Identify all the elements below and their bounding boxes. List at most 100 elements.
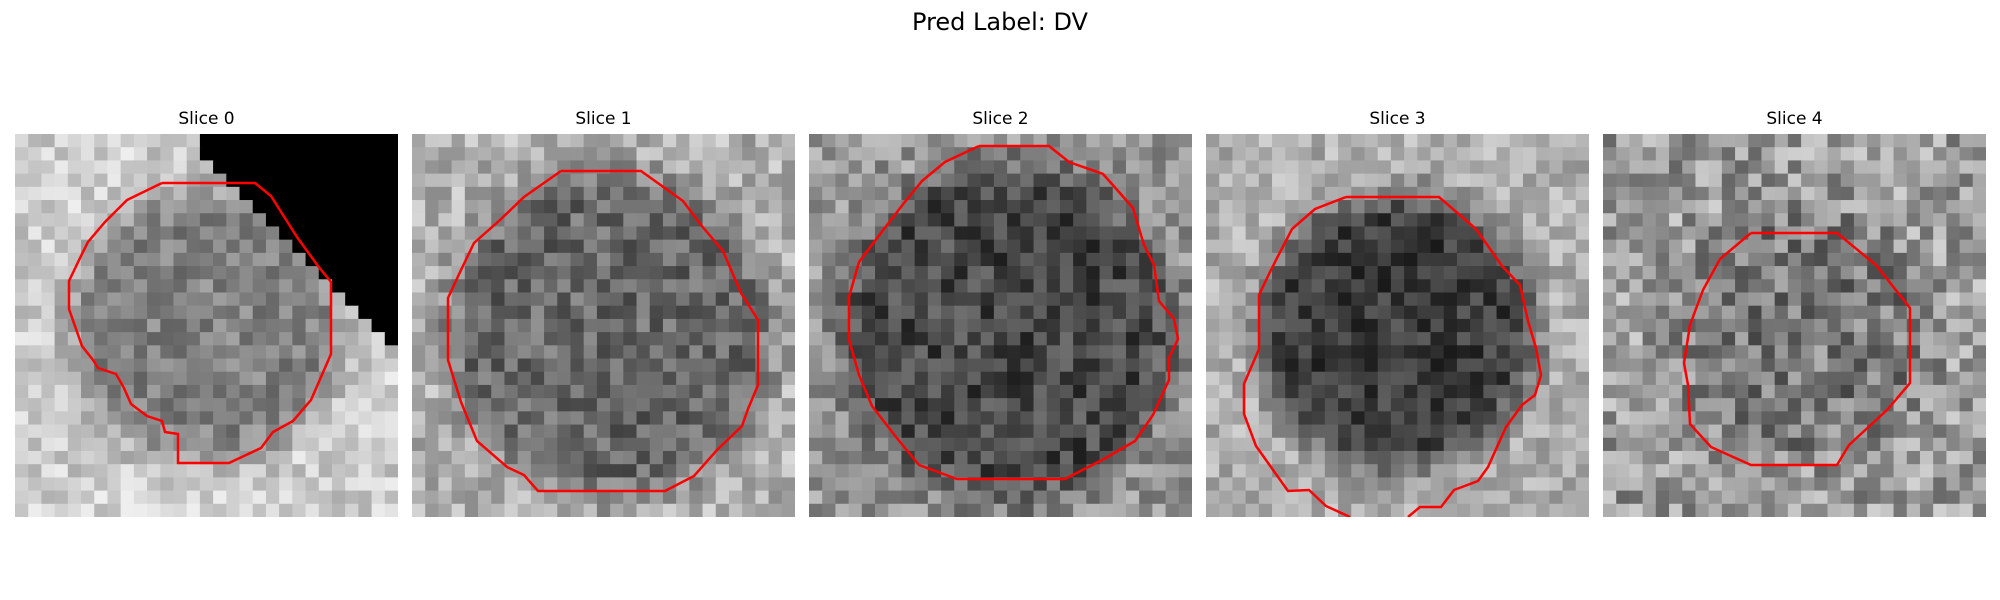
slice-3-pixel [1351, 345, 1366, 360]
slice-2-pixel [875, 318, 889, 333]
slice-1-pixel [517, 318, 532, 333]
slice-4-pixel [1801, 200, 1815, 214]
slice-4-pixel [1893, 160, 1908, 175]
slice-1-pixel [557, 398, 572, 412]
slice-0-pixel [186, 134, 201, 148]
slice-3-pixel [1364, 160, 1379, 175]
slice-4-pixel [1774, 437, 1789, 452]
slice-4-pixel [1748, 305, 1763, 320]
slice-1-pixel [702, 464, 717, 478]
slice-4-pixel [1603, 477, 1617, 492]
slice-4-pixel [1853, 134, 1868, 148]
slice-0-pixel [133, 226, 148, 241]
slice-4-pixel [1867, 464, 1881, 478]
slice-0-pixel [160, 464, 175, 478]
slice-1-pixel [689, 450, 704, 465]
slice-0-pixel [279, 398, 293, 412]
slice-2-pixel [927, 503, 942, 517]
slice-3-pixel [1258, 477, 1273, 492]
slice-1-pixel [649, 371, 664, 386]
slice-0-pixel [186, 503, 201, 517]
slice-4-pixel [1761, 213, 1776, 228]
slice-2-pixel [1178, 226, 1192, 241]
slice-0-pixel [371, 332, 386, 346]
slice-3-pixel [1390, 345, 1405, 360]
slice-3-pixel [1232, 503, 1247, 517]
slice-1-pixel [610, 450, 624, 465]
slice-4-pixel [1853, 186, 1868, 201]
slice-0-pixel [213, 173, 227, 188]
slice-4-pixel [1959, 411, 1974, 426]
slice-1-pixel [702, 160, 717, 175]
slice-3-pixel [1443, 226, 1458, 241]
slice-4-pixel [1814, 477, 1829, 492]
slice-2-pixel [1178, 266, 1192, 280]
slice-0-pixel [371, 134, 386, 148]
slice-3-pixel [1496, 292, 1511, 307]
slice-3-pixel [1470, 398, 1484, 412]
slice-2-pixel [822, 292, 837, 307]
slice-4-pixel [1867, 173, 1881, 188]
slice-1-pixel [530, 279, 545, 294]
slice-4-pixel [1774, 213, 1789, 228]
slice-4-pixel [1748, 332, 1763, 346]
slice-3-pixel [1258, 147, 1273, 162]
panel-title-slice-2: Slice 2 [972, 109, 1029, 129]
slice-3-pixel [1206, 411, 1220, 426]
slice-2-pixel [1178, 186, 1192, 201]
slice-4-pixel [1972, 450, 1986, 465]
slice-1-pixel [755, 503, 770, 517]
slice-3-pixel [1377, 450, 1392, 465]
slice-4-pixel [1642, 371, 1657, 386]
slice-0-pixel [54, 173, 69, 188]
slice-1-pixel [689, 398, 704, 412]
slice-4-pixel [1972, 318, 1986, 333]
slice-1-pixel [557, 371, 572, 386]
slice-1-pixel [412, 490, 426, 505]
slice-1-pixel [689, 437, 704, 452]
slice-3-pixel [1272, 424, 1286, 439]
slice-0-pixel [15, 371, 29, 386]
slice-2-pixel [1033, 332, 1048, 346]
slice-4-pixel [1603, 332, 1617, 346]
slice-4-pixel [1774, 503, 1789, 517]
slice-1-pixel [412, 464, 426, 478]
slice-2-pixel [875, 305, 889, 320]
slice-1-pixel [504, 173, 519, 188]
slice-1-pixel [689, 160, 704, 175]
slice-3-pixel [1219, 200, 1234, 214]
slice-4-pixel [1946, 437, 1961, 452]
slice-3-pixel [1456, 371, 1471, 386]
slice-4-pixel [1827, 398, 1842, 412]
slice-0-pixel [345, 292, 359, 307]
slice-3-pixel [1285, 371, 1300, 386]
slice-0-pixel [252, 490, 267, 505]
slice-1-pixel [530, 490, 545, 505]
slice-1-pixel [781, 213, 795, 228]
slice-3-pixel [1522, 450, 1537, 465]
slice-2-pixel [967, 292, 982, 307]
slice-4-pixel [1853, 411, 1868, 426]
slice-3-pixel [1430, 147, 1445, 162]
slice-0-pixel [133, 450, 148, 465]
slice-4-pixel [1721, 398, 1736, 412]
slice-1-pixel [412, 266, 426, 280]
slice-0-pixel [199, 305, 214, 320]
slice-2-pixel [993, 226, 1008, 241]
slice-2-pixel [914, 252, 929, 267]
slice-3-pixel [1417, 134, 1432, 148]
slice-3-pixel [1470, 503, 1484, 517]
slice-2-pixel [1033, 226, 1048, 241]
slice-3-pixel [1549, 173, 1564, 188]
slice-0-pixel [160, 173, 175, 188]
slice-0-pixel [226, 173, 241, 188]
slice-3-pixel [1483, 358, 1498, 373]
slice-1-pixel [544, 411, 558, 426]
slice-3-pixel [1522, 477, 1537, 492]
slice-4-pixel [1946, 490, 1961, 505]
slice-3-pixel [1470, 279, 1484, 294]
slice-0-pixel [41, 200, 56, 214]
slice-2-pixel [1020, 292, 1035, 307]
slice-1-pixel [557, 213, 572, 228]
slice-3-pixel [1364, 490, 1379, 505]
